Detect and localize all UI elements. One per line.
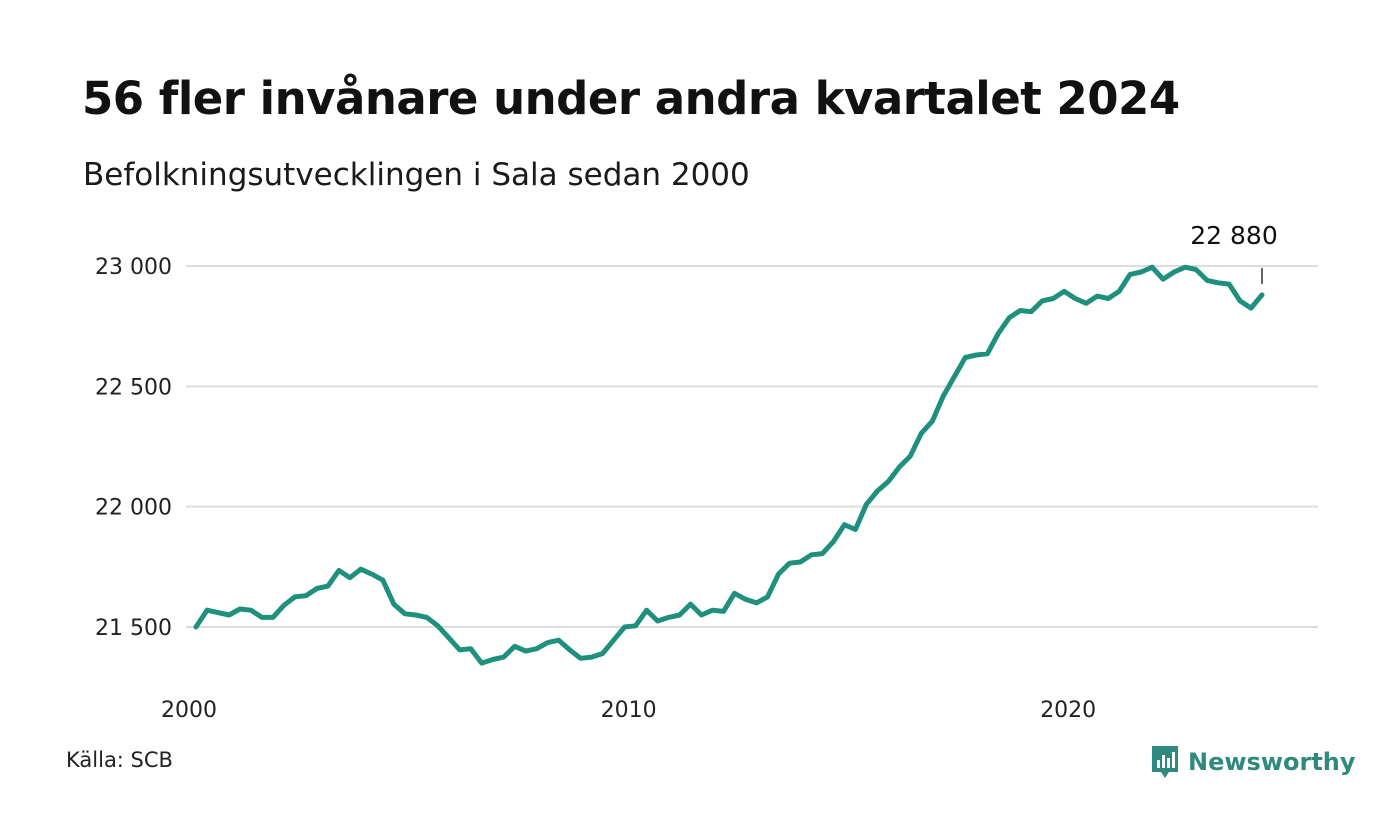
x-tick-label: 2000 (161, 698, 217, 723)
x-tick-label: 2020 (1040, 698, 1096, 723)
bar-chart-speech-bubble-icon (1152, 746, 1178, 778)
series-line (193, 264, 1265, 666)
y-tick-label: 21 500 (95, 616, 172, 641)
y-tick-label: 22 000 (95, 496, 172, 521)
annotation-label: 22 880 (1190, 221, 1277, 250)
chart-subtitle: Befolkningsutvecklingen i Sala sedan 200… (83, 157, 750, 193)
chart-title: 56 fler invånare under andra kvartalet 2… (82, 72, 1180, 125)
brand-logo[interactable]: Newsworthy (1150, 744, 1356, 780)
source-note: Källa: SCB (66, 748, 173, 772)
x-tick-label: 2010 (601, 698, 657, 723)
y-tick-label: 22 500 (95, 375, 172, 400)
y-tick-label: 23 000 (95, 255, 172, 280)
brand-name: Newsworthy (1188, 748, 1356, 776)
